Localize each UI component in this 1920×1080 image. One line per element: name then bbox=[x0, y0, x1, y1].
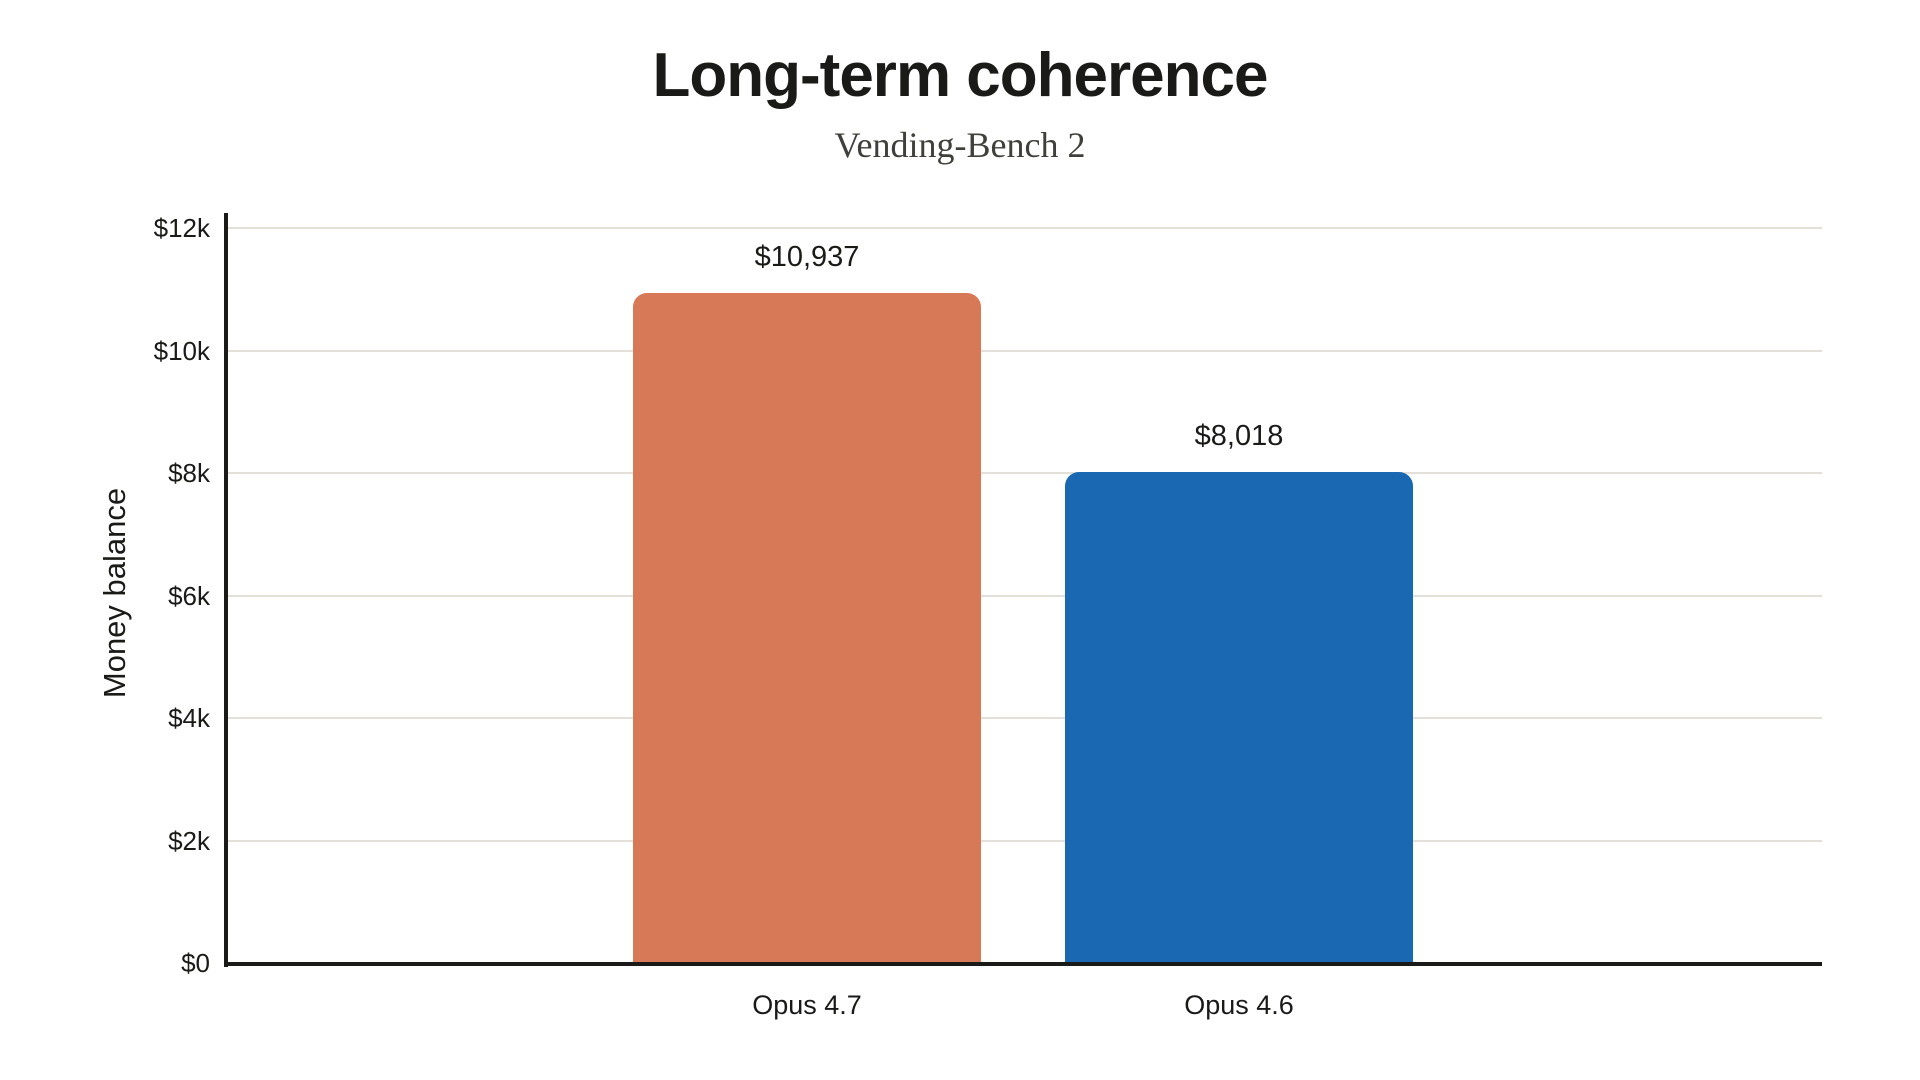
bar-value-label: $10,937 bbox=[754, 241, 860, 273]
bar-opus-4-7 bbox=[633, 293, 981, 963]
y-tick-label: $10k bbox=[153, 336, 210, 366]
gridline bbox=[228, 840, 1822, 842]
y-tick-label: $12k bbox=[153, 213, 210, 243]
chart-subtitle: Vending-Bench 2 bbox=[834, 125, 1086, 165]
chart-title: Long-term coherence bbox=[652, 41, 1269, 110]
y-axis-line bbox=[224, 213, 228, 967]
y-tick-label: $2k bbox=[168, 826, 210, 856]
x-category-label: Opus 4.7 bbox=[752, 990, 862, 1020]
gridline bbox=[228, 472, 1822, 474]
y-tick-label: $6k bbox=[168, 581, 210, 611]
y-tick-label: $4k bbox=[168, 703, 210, 733]
gridline bbox=[228, 717, 1822, 719]
gridline bbox=[228, 595, 1822, 597]
gridline bbox=[228, 227, 1822, 229]
y-tick-label: $8k bbox=[168, 458, 210, 488]
bar-value-label: $8,018 bbox=[1194, 420, 1284, 452]
y-tick-label: $0 bbox=[181, 948, 210, 978]
gridline bbox=[228, 350, 1822, 352]
bar-opus-4-6 bbox=[1065, 472, 1413, 963]
x-category-label: Opus 4.6 bbox=[1184, 990, 1294, 1020]
x-axis-line bbox=[224, 962, 1822, 966]
